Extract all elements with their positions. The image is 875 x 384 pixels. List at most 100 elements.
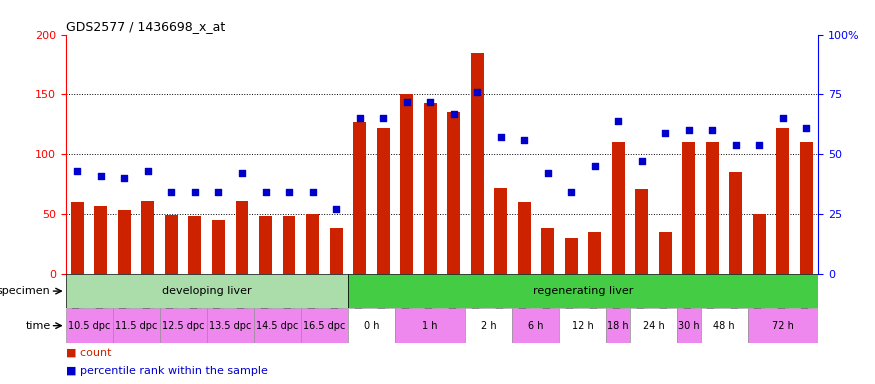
Bar (588, 232, 601, 274)
Bar (66, 274, 348, 308)
Point (141, 168, 155, 174)
Bar (165, 215, 178, 274)
Point (376, 115, 390, 121)
Point (282, 189, 296, 195)
Point (188, 189, 202, 195)
Point (235, 170, 249, 176)
Text: 14.5 dpc: 14.5 dpc (256, 321, 298, 331)
Text: 12 h: 12 h (572, 321, 594, 331)
Bar (348, 274, 818, 308)
Point (258, 189, 272, 195)
Text: ■ count: ■ count (66, 347, 111, 357)
Text: 1 h: 1 h (423, 321, 438, 331)
Point (329, 206, 343, 212)
Bar (424, 103, 437, 274)
Point (776, 115, 790, 121)
Bar (160, 308, 206, 343)
Bar (659, 232, 672, 274)
Bar (66, 308, 113, 343)
Bar (447, 112, 460, 274)
Point (94, 173, 108, 179)
Point (446, 111, 460, 117)
Bar (635, 189, 648, 274)
Bar (630, 308, 677, 343)
Text: 6 h: 6 h (528, 321, 543, 331)
Bar (730, 172, 742, 274)
Point (400, 98, 414, 104)
Bar (612, 142, 625, 274)
Text: 30 h: 30 h (678, 321, 700, 331)
Bar (466, 308, 513, 343)
Point (541, 170, 555, 176)
Text: 18 h: 18 h (607, 321, 629, 331)
Point (493, 134, 507, 141)
Point (634, 158, 648, 164)
Point (705, 127, 719, 133)
Point (305, 189, 319, 195)
Point (353, 115, 367, 121)
Bar (800, 142, 813, 274)
Bar (354, 122, 366, 274)
Point (70, 168, 84, 174)
Bar (113, 308, 160, 343)
Bar (376, 128, 389, 274)
Bar (301, 308, 348, 343)
Point (212, 189, 226, 195)
Point (117, 175, 131, 181)
Text: GDS2577 / 1436698_x_at: GDS2577 / 1436698_x_at (66, 20, 225, 33)
Point (682, 127, 696, 133)
Bar (283, 217, 296, 274)
Text: 16.5 dpc: 16.5 dpc (303, 321, 346, 331)
Bar (330, 228, 342, 274)
Bar (306, 214, 319, 274)
Text: developing liver: developing liver (162, 286, 251, 296)
Bar (395, 308, 466, 343)
Bar (494, 188, 507, 274)
Bar (776, 128, 789, 274)
Bar (212, 220, 225, 274)
Bar (677, 308, 701, 343)
Text: 48 h: 48 h (713, 321, 735, 331)
Text: 0 h: 0 h (364, 321, 379, 331)
Bar (606, 308, 630, 343)
Point (517, 137, 531, 143)
Bar (348, 308, 395, 343)
Bar (747, 308, 818, 343)
Point (612, 118, 626, 124)
Bar (206, 308, 254, 343)
Text: ■ percentile rank within the sample: ■ percentile rank within the sample (66, 366, 268, 376)
Bar (259, 217, 272, 274)
Point (588, 163, 602, 169)
Bar (513, 308, 559, 343)
Text: time: time (25, 321, 51, 331)
Bar (471, 53, 484, 274)
Bar (559, 308, 606, 343)
Point (164, 189, 178, 195)
Text: 12.5 dpc: 12.5 dpc (162, 321, 205, 331)
Bar (118, 210, 131, 274)
Bar (235, 201, 248, 274)
Bar (706, 142, 718, 274)
Text: 2 h: 2 h (481, 321, 497, 331)
Text: 13.5 dpc: 13.5 dpc (209, 321, 251, 331)
Text: regenerating liver: regenerating liver (533, 286, 634, 296)
Text: 72 h: 72 h (772, 321, 794, 331)
Bar (254, 308, 301, 343)
Bar (94, 206, 108, 274)
Bar (71, 202, 84, 274)
Text: 24 h: 24 h (642, 321, 664, 331)
Bar (188, 217, 201, 274)
Text: specimen: specimen (0, 286, 51, 296)
Point (800, 125, 814, 131)
Bar (752, 214, 766, 274)
Bar (564, 238, 578, 274)
Point (564, 189, 578, 195)
Point (470, 89, 484, 95)
Point (729, 142, 743, 148)
Bar (142, 201, 154, 274)
Point (658, 129, 672, 136)
Bar (682, 142, 696, 274)
Point (752, 142, 766, 148)
Bar (542, 228, 554, 274)
Bar (518, 202, 530, 274)
